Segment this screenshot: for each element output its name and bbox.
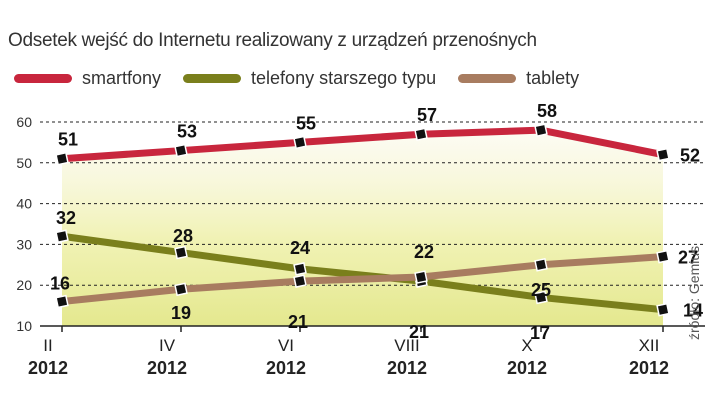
data-point-telefony (534, 290, 548, 305)
y-tick-label: 50 (16, 155, 32, 171)
area-under-smartfony (62, 130, 663, 326)
y-tick-label: 30 (16, 236, 32, 252)
data-point-tablety (293, 274, 307, 288)
data-point-smartfony (414, 127, 428, 142)
chart-title: Odsetek wejść do Internetu realizowany z… (8, 30, 537, 51)
data-label-tablety: 22 (414, 242, 434, 262)
legend-swatch-smartfony (14, 73, 72, 83)
legend-label-telefony: telefony starszego typu (251, 67, 437, 88)
data-label-tablety: 25 (531, 280, 551, 300)
legend-swatch-tablety (458, 73, 517, 83)
data-labels: 51 53 55 57 58 52 32 28 24 21 17 14 16 19 21 22 25 27 (50, 101, 703, 343)
series-line-tablety (58, 253, 667, 306)
data-point-tablety (656, 249, 670, 264)
data-label-telefony: 24 (290, 238, 310, 258)
series-line-smartfony (58, 126, 667, 163)
data-label-tablety: 16 (50, 274, 70, 294)
data-label-smartfony: 52 (680, 146, 700, 166)
y-axis: 10 20 30 40 50 60 (16, 114, 32, 334)
data-label-smartfony: 58 (537, 101, 557, 121)
legend-label-tablety: tablety (526, 67, 580, 88)
data-label-telefony: 17 (530, 323, 550, 343)
data-label-tablety: 19 (171, 303, 191, 323)
series-line-telefony (58, 232, 667, 314)
data-point-tablety (55, 294, 69, 309)
data-label-telefony: 32 (56, 208, 76, 228)
y-tick-label: 20 (16, 277, 32, 293)
data-label-smartfony: 51 (58, 130, 78, 150)
data-label-telefony: 28 (173, 226, 193, 246)
data-point-telefony (293, 262, 307, 276)
legend-item-smartfony: smartfony (14, 68, 161, 89)
data-point-smartfony (55, 151, 69, 166)
data-label-smartfony: 53 (177, 122, 197, 142)
x-tick-label-month: VIII (394, 336, 420, 355)
data-label-tablety: 21 (288, 312, 308, 332)
area-fill (62, 130, 663, 326)
data-point-tablety (534, 257, 548, 272)
data-label-smartfony: 55 (296, 113, 316, 133)
data-label-telefony: 14 (683, 301, 703, 321)
x-tick-label-month: XII (639, 336, 660, 355)
x-tick-label-month: IV (159, 336, 176, 355)
x-tick-label-year: 2012 (266, 358, 306, 378)
x-tick-label-year: 2012 (147, 358, 187, 378)
y-tick-label: 10 (16, 318, 32, 334)
data-point-telefony (656, 302, 670, 317)
data-point-smartfony (174, 143, 188, 158)
x-tick-label-year: 2012 (629, 358, 669, 378)
data-point-tablety (414, 270, 428, 284)
x-tick-label-year: 2012 (387, 358, 427, 378)
x-tick-label-month: II (43, 336, 52, 355)
x-tick-label-year: 2012 (507, 358, 547, 378)
data-label-telefony: 21 (409, 322, 429, 342)
data-label-tablety: 27 (678, 248, 698, 268)
legend-item-tablety: tablety (458, 68, 579, 89)
data-point-tablety (174, 282, 188, 297)
source-note: źródło: Gemius (686, 245, 702, 340)
legend-label-smartfony: smartfony (82, 67, 162, 88)
data-point-smartfony (534, 123, 548, 137)
legend-swatch-telefony (183, 73, 242, 83)
data-point-telefony (55, 229, 69, 244)
data-point-smartfony (656, 147, 670, 162)
data-label-smartfony: 57 (417, 105, 437, 125)
legend-item-telefony: telefony starszego typu (183, 68, 436, 89)
series-lines (55, 123, 670, 317)
grid (40, 121, 705, 327)
chart-legend: smartfony telefony starszego typu tablet… (14, 66, 601, 90)
y-tick-label: 60 (16, 114, 32, 130)
x-axis: II 2012 IV 2012 VI 2012 VIII 2012 X 2012 XII 2012 (28, 326, 669, 378)
data-point-telefony (174, 245, 188, 260)
x-tick-label-month: VI (278, 336, 294, 355)
x-tick-label-year: 2012 (28, 358, 68, 378)
y-tick-label: 40 (16, 196, 32, 212)
data-point-smartfony (293, 135, 307, 150)
x-tick-label-month: X (521, 336, 532, 355)
